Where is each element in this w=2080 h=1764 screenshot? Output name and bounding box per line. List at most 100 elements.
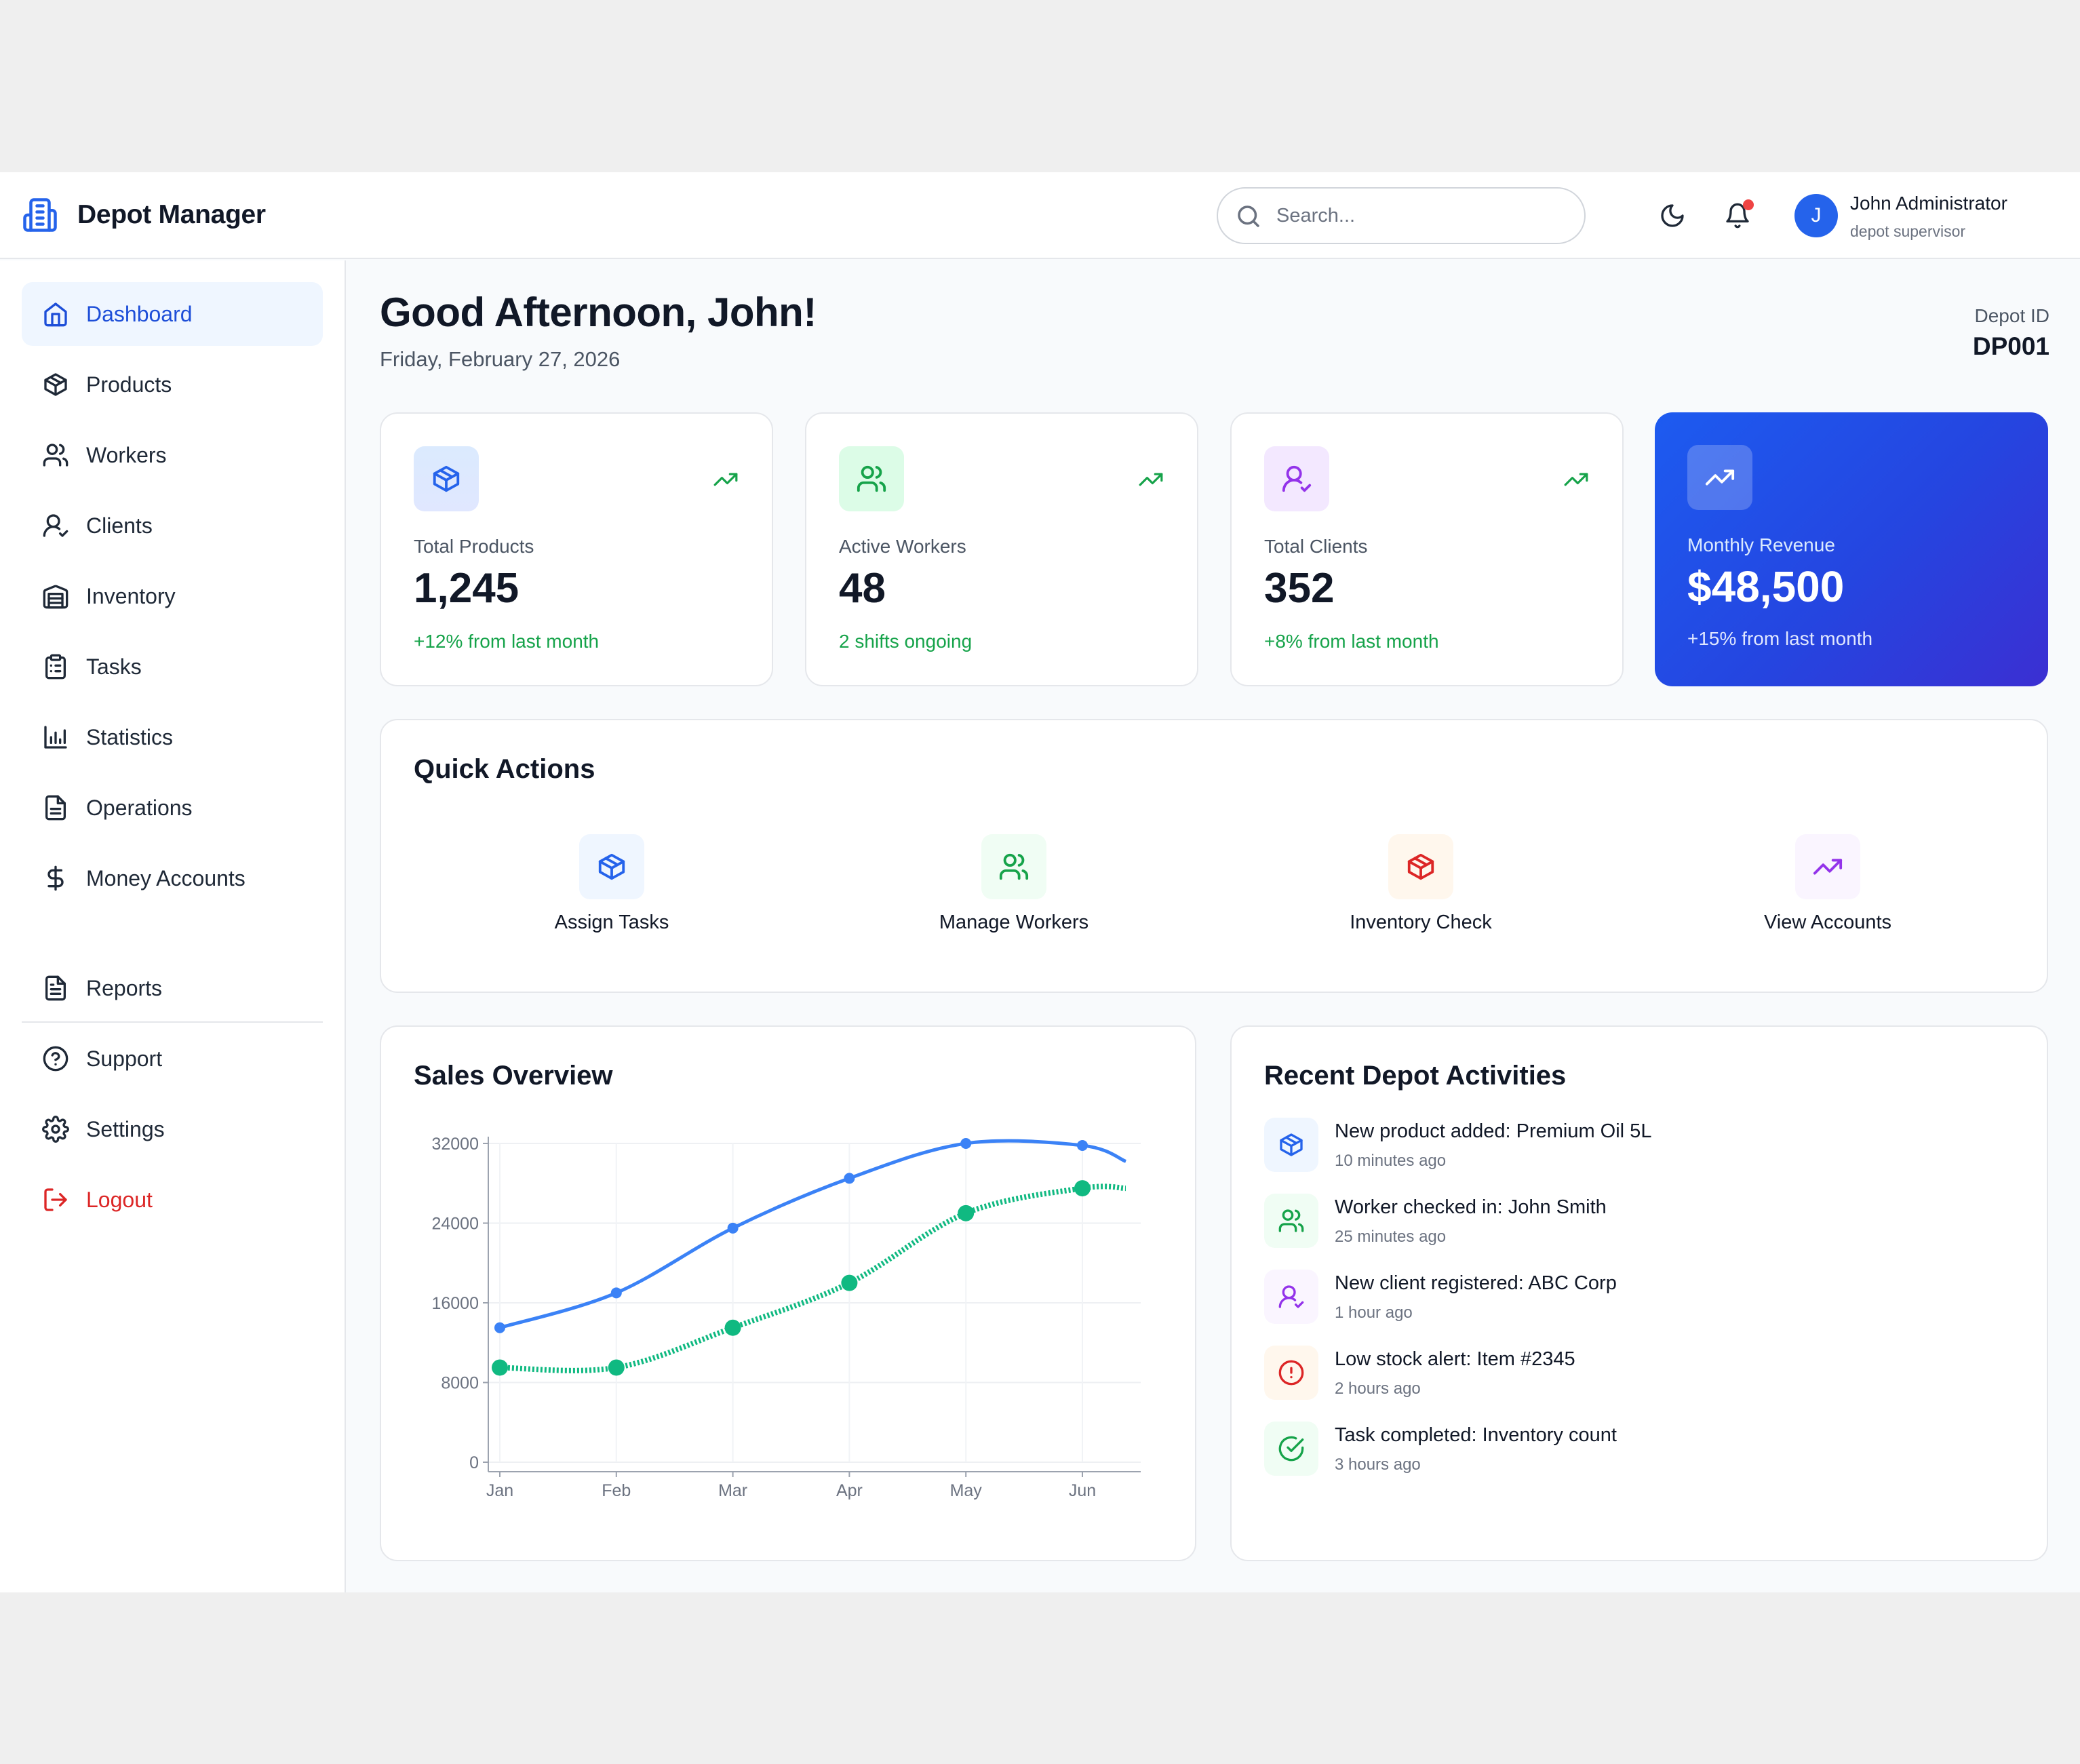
sidebar-item-tasks[interactable]: Tasks: [22, 635, 323, 699]
search-box: [1217, 187, 1586, 244]
data-point: [724, 1319, 741, 1336]
page-title: Good Afternoon, John!: [380, 290, 817, 335]
sidebar-item-workers[interactable]: Workers: [22, 423, 323, 487]
sidebar-item-support[interactable]: Support: [22, 1027, 323, 1091]
moon-icon: [1659, 202, 1686, 229]
notification-dot: [1743, 199, 1754, 210]
check-circle-icon: [1264, 1422, 1318, 1476]
package-icon: [42, 371, 69, 398]
sidebar-item-statistics[interactable]: Statistics: [22, 705, 323, 769]
series-line-2: [499, 1183, 1126, 1373]
x-tick-label: Feb: [602, 1481, 631, 1500]
building-icon: [22, 197, 58, 233]
users-icon: [839, 446, 904, 511]
stat-label: Monthly Revenue: [1687, 534, 1835, 555]
sidebar-item-dashboard[interactable]: Dashboard: [22, 282, 323, 346]
sales-overview-panel: Sales Overview 0 8000 16000 24000 32000 Jan Fe…: [380, 1025, 1196, 1561]
search-icon: [1234, 202, 1263, 231]
sidebar-item-label: Operations: [86, 795, 193, 820]
user-check-icon: [1264, 446, 1329, 511]
stat-label: Active Workers: [839, 536, 966, 557]
y-tick-label: 16000: [431, 1294, 479, 1313]
sidebar-item-products[interactable]: Products: [22, 353, 323, 416]
data-point: [841, 1274, 858, 1291]
logout-label: Logout: [86, 1187, 153, 1212]
data-point: [960, 1138, 972, 1149]
app-window: Depot Manager J John Administrator depot…: [0, 172, 2080, 1592]
activity-time: 10 minutes ago: [1335, 1152, 1447, 1170]
trending-up-icon: [1561, 467, 1591, 492]
search-input[interactable]: [1276, 198, 1568, 233]
sidebar-item-reports[interactable]: Reports: [22, 956, 323, 1020]
stat-card-clients: Total Clients 352 +8% from last month: [1230, 412, 1624, 686]
help-circle-icon: [42, 1045, 69, 1072]
activity-text: Task completed: Inventory count: [1335, 1424, 1617, 1446]
sidebar: Dashboard Products Workers Clients Inven…: [0, 260, 346, 1592]
package-icon: [1264, 1118, 1318, 1172]
sidebar-item-label: Reports: [86, 975, 163, 1000]
sidebar-item-label: Inventory: [86, 583, 176, 608]
home-icon: [42, 300, 69, 328]
inventory-check-button[interactable]: Inventory Check: [1285, 834, 1556, 963]
stat-label: Total Clients: [1264, 536, 1368, 557]
quick-actions-title: Quick Actions: [414, 754, 595, 784]
user-check-icon: [42, 512, 69, 539]
sidebar-item-label: Money Accounts: [86, 865, 246, 890]
stat-card-workers: Active Workers 48 2 shifts ongoing: [805, 412, 1198, 686]
sidebar-item-inventory[interactable]: Inventory: [22, 564, 323, 628]
x-tick-label: Jan: [486, 1481, 513, 1500]
activity-text: Worker checked in: John Smith: [1335, 1196, 1607, 1218]
theme-toggle-button[interactable]: [1652, 195, 1693, 236]
user-name[interactable]: John Administrator: [1850, 193, 2007, 214]
sidebar-item-clients[interactable]: Clients: [22, 494, 323, 557]
sidebar-item-label: Settings: [86, 1116, 165, 1141]
file-icon: [42, 794, 69, 821]
stat-note: +8% from last month: [1264, 631, 1439, 652]
manage-workers-button[interactable]: Manage Workers: [878, 834, 1150, 963]
data-point: [492, 1359, 508, 1376]
sidebar-item-money-accounts[interactable]: Money Accounts: [22, 846, 323, 910]
stat-value: 48: [839, 565, 886, 612]
recent-activities-title: Recent Depot Activities: [1264, 1061, 1567, 1091]
brand[interactable]: Depot Manager: [22, 197, 266, 233]
x-tick-label: May: [950, 1481, 983, 1500]
activity-item: New client registered: ABC Corp 1 hour a…: [1264, 1270, 2010, 1331]
avatar[interactable]: J: [1794, 194, 1838, 237]
users-icon: [1264, 1194, 1318, 1248]
sidebar-item-label: Statistics: [86, 724, 174, 749]
activity-time: 25 minutes ago: [1335, 1228, 1447, 1246]
data-point: [844, 1173, 855, 1184]
data-point: [608, 1359, 625, 1376]
dollar-icon: [42, 865, 69, 892]
sales-chart: 0 8000 16000 24000 32000 Jan Feb Mar Apr May Jun: [431, 1135, 1141, 1500]
stat-card-products: Total Products 1,245 +12% from last mont…: [380, 412, 773, 686]
sidebar-item-settings[interactable]: Settings: [22, 1097, 323, 1161]
bar-chart-icon: [42, 724, 69, 751]
notifications-button[interactable]: [1717, 195, 1758, 236]
depot-id-label: Depot ID: [1974, 305, 2050, 326]
top-bar: Depot Manager J John Administrator depot…: [0, 172, 2080, 259]
data-point: [1077, 1139, 1088, 1151]
assign-tasks-button[interactable]: Assign Tasks: [476, 834, 747, 963]
sidebar-divider: [22, 1021, 323, 1023]
activity-item: Low stock alert: Item #2345 2 hours ago: [1264, 1346, 2010, 1407]
user-role: depot supervisor: [1850, 222, 1966, 240]
x-tick-label: Mar: [718, 1481, 747, 1500]
stat-label: Total Products: [414, 536, 534, 557]
warehouse-icon: [42, 583, 69, 610]
activity-text: New client registered: ABC Corp: [1335, 1272, 1617, 1294]
app-title: Depot Manager: [77, 200, 266, 229]
activity-item: New product added: Premium Oil 5L 10 min…: [1264, 1118, 2010, 1179]
bell-icon: [1724, 202, 1751, 229]
activity-time: 2 hours ago: [1335, 1379, 1421, 1398]
sidebar-item-operations[interactable]: Operations: [22, 776, 323, 840]
y-tick-label: 8000: [441, 1374, 479, 1393]
depot-id-value: DP001: [1972, 332, 2049, 360]
series-line-1: [499, 1139, 1127, 1330]
x-tick-label: Jun: [1069, 1481, 1096, 1500]
sidebar-item-label: Workers: [86, 442, 167, 467]
view-accounts-button[interactable]: View Accounts: [1692, 834, 1963, 963]
activity-text: Low stock alert: Item #2345: [1335, 1348, 1575, 1370]
logout-button[interactable]: Logout: [22, 1168, 323, 1232]
y-tick-label: 32000: [431, 1135, 479, 1154]
